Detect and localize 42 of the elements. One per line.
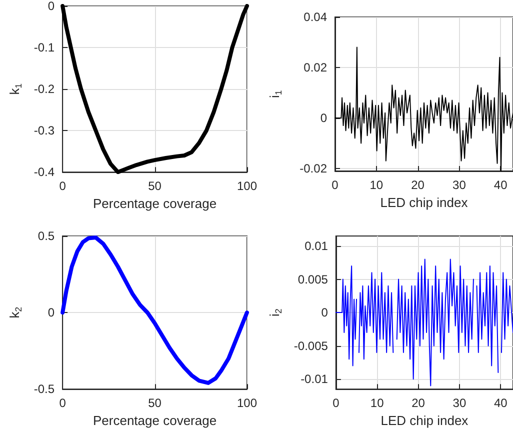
- x-tick-label: 30: [452, 178, 466, 192]
- x-tick-label: 50: [148, 179, 162, 194]
- line-series: [60, 4, 249, 174]
- x-tick-label: 0: [59, 179, 66, 194]
- y-tick-label: 0.04: [304, 10, 328, 24]
- y-tick-label: 0: [48, 0, 55, 13]
- y-tick-label: -0.005: [294, 338, 328, 353]
- x-tick-label: 20: [411, 178, 425, 192]
- y-tick-label: -0.3: [34, 124, 55, 138]
- x-axis-title: Percentage coverage: [92, 413, 217, 428]
- y-axis-title: k1: [7, 83, 24, 95]
- y-tick-label: 0: [321, 306, 328, 320]
- y-tick-label: -0.2: [34, 82, 55, 96]
- x-tick-label: 100: [236, 396, 258, 410]
- x-axis-title: Percentage coverage: [92, 196, 217, 211]
- x-tick-label: 0: [59, 396, 66, 410]
- y-tick-label: 0.01: [304, 238, 328, 253]
- x-tick-label: 0: [332, 178, 339, 192]
- x-tick-label: 100: [236, 179, 258, 194]
- y-tick-label: 0: [320, 110, 328, 125]
- y-tick-label: 0: [48, 306, 55, 320]
- y-tick-label: -0.4: [34, 165, 55, 180]
- y-tick-label: -0.5: [34, 382, 55, 396]
- y-axis-title: k2: [7, 306, 24, 318]
- y-tick-label: -0.02: [300, 161, 328, 176]
- y-axis-title: i1: [267, 90, 284, 98]
- y-tick-label: -0.1: [34, 40, 55, 55]
- x-axis-title: LED chip index: [380, 413, 469, 428]
- x-tick-label: 30: [452, 396, 466, 410]
- y-tick-label: 0.5: [38, 229, 55, 243]
- x-tick-label: 10: [370, 178, 384, 192]
- y-axis-title: i2: [267, 308, 284, 316]
- x-tick-label: 10: [370, 396, 384, 410]
- y-tick-label: 0.02: [304, 60, 328, 74]
- x-tick-label: 40: [494, 178, 508, 192]
- x-tick-label: 0: [332, 396, 340, 410]
- y-tick-label: -0.01: [300, 372, 328, 386]
- x-tick-label: 40: [494, 396, 508, 410]
- x-tick-label: 50: [148, 396, 162, 410]
- x-axis-title: LED chip index: [380, 194, 468, 210]
- x-tick-label: 20: [412, 396, 426, 410]
- y-tick-label: 0.005: [298, 272, 328, 286]
